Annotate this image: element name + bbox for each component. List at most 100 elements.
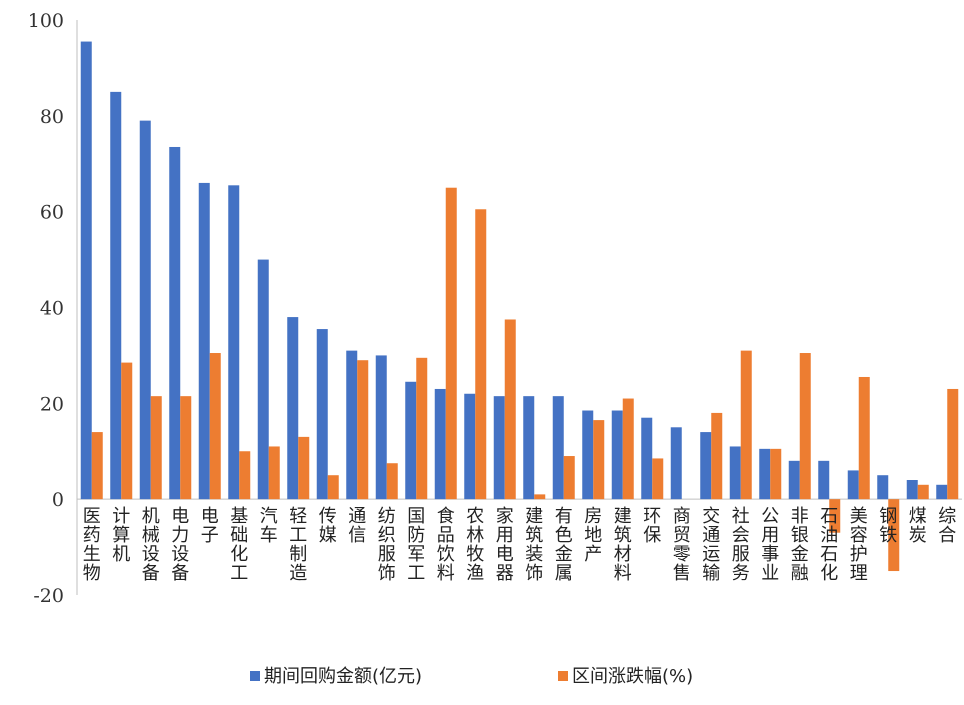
bar-series-2 [327,475,339,500]
x-category-label: 计算机 [112,506,130,565]
bar-series-2 [150,396,162,500]
legend-swatch-series-2 [558,671,568,681]
bar-series-1 [287,317,299,500]
x-category-label: 国防军工 [407,506,425,584]
y-tick-label: 80 [40,106,64,128]
y-tick-label: 0 [52,489,64,511]
x-category-label: 食品饮料 [437,506,455,584]
bar-series-1 [139,120,151,500]
bar-series-2 [563,456,575,500]
bar-series-2 [622,398,634,500]
x-category-label: 煤炭 [909,506,927,546]
category-labels: 医药生物计算机机械设备电力设备电子基础化工汽车轻工制造传媒通信纺织服饰国防军工食… [83,506,957,584]
x-category-label: 农林牧渔 [466,506,484,584]
bar-series-1 [523,396,535,500]
x-category-label: 纺织服饰 [378,506,396,584]
bar-series-2 [268,446,280,500]
bar-series-1 [906,480,918,500]
bar-marks [80,41,959,572]
bar-series-2 [121,362,133,500]
bar-series-1 [759,448,771,500]
x-category-label: 机械设备 [142,506,160,584]
bar-series-2 [888,499,900,572]
bar-series-1 [847,470,859,500]
bar-series-2 [504,319,516,500]
bar-series-1 [257,259,269,500]
x-category-label: 家用电器 [496,506,514,584]
x-category-label: 电子 [201,506,219,546]
x-category-label: 房地产 [584,506,602,565]
legend: 期间回购金额(亿元) 区间涨跌幅(%) [250,666,693,687]
bar-series-2 [209,353,221,500]
legend-label-series-1: 期间回购金额(亿元) [264,666,422,687]
x-category-label: 石油石化 [820,506,838,584]
x-category-label: 钢铁 [879,506,897,546]
x-category-label: 交通运输 [702,506,720,584]
x-category-label: 通信 [348,506,366,546]
bar-series-2 [180,396,192,500]
bar-series-1 [110,91,122,500]
bar-series-2 [357,360,369,500]
y-tick-label: 40 [40,298,64,320]
bar-series-1 [198,182,210,500]
x-category-label: 美容护理 [850,506,868,584]
x-category-label: 综合 [938,506,956,546]
y-tick-label: -20 [33,585,64,607]
bar-series-1 [877,475,889,500]
bar-series-1 [375,355,387,500]
x-category-label: 公用事业 [761,506,779,584]
bar-series-2 [947,388,959,500]
bar-series-2 [652,458,664,500]
bar-series-1 [434,388,446,500]
x-category-label: 基础化工 [230,506,248,584]
bar-series-1 [169,146,181,500]
bar-series-1 [316,329,328,500]
bar-series-2 [740,350,752,500]
x-category-label: 环保 [643,506,661,546]
bar-series-1 [405,381,417,500]
bar-series-2 [475,209,487,500]
bar-series-2 [91,432,103,500]
bar-series-1 [464,393,476,500]
bar-series-2 [829,499,841,533]
bar-series-2 [239,451,251,500]
x-category-label: 商贸零售 [673,506,691,584]
legend-label-series-2: 区间涨跌幅(%) [572,666,693,687]
bar-series-2 [386,463,398,500]
bar-series-2 [858,376,870,500]
bar-series-2 [770,448,782,500]
bar-series-1 [493,396,505,500]
bar-series-2 [445,187,457,500]
x-category-label: 传媒 [319,506,337,546]
x-category-label: 建筑材料 [614,506,632,584]
bar-series-2 [534,494,546,500]
bar-series-1 [346,350,358,500]
x-category-label: 有色金属 [555,506,573,584]
x-category-label: 非银金融 [791,506,809,584]
bar-series-1 [80,41,92,500]
bar-series-1 [936,484,948,500]
legend-swatch-series-1 [250,671,260,681]
bar-series-1 [228,185,240,500]
x-category-label: 汽车 [260,506,278,546]
y-tick-label: 60 [40,202,64,224]
bar-series-2 [799,353,811,500]
bar-series-1 [788,460,800,500]
bar-series-1 [700,432,712,500]
x-category-label: 建筑装饰 [525,506,543,584]
x-category-label: 医药生物 [83,506,101,584]
bar-series-2 [416,357,428,500]
bar-series-2 [711,412,723,500]
bar-series-1 [552,396,564,500]
x-category-label: 电力设备 [171,506,189,584]
y-tick-label: 100 [28,10,64,32]
bar-series-1 [582,410,594,500]
x-category-label: 社会服务 [732,506,750,584]
y-axis-ticks: 100 80 60 40 20 0 -20 [28,10,64,607]
bar-series-1 [641,417,653,500]
bar-series-1 [729,446,741,500]
bar-series-1 [818,460,830,500]
bar-series-1 [611,410,623,500]
bar-series-2 [298,436,310,500]
